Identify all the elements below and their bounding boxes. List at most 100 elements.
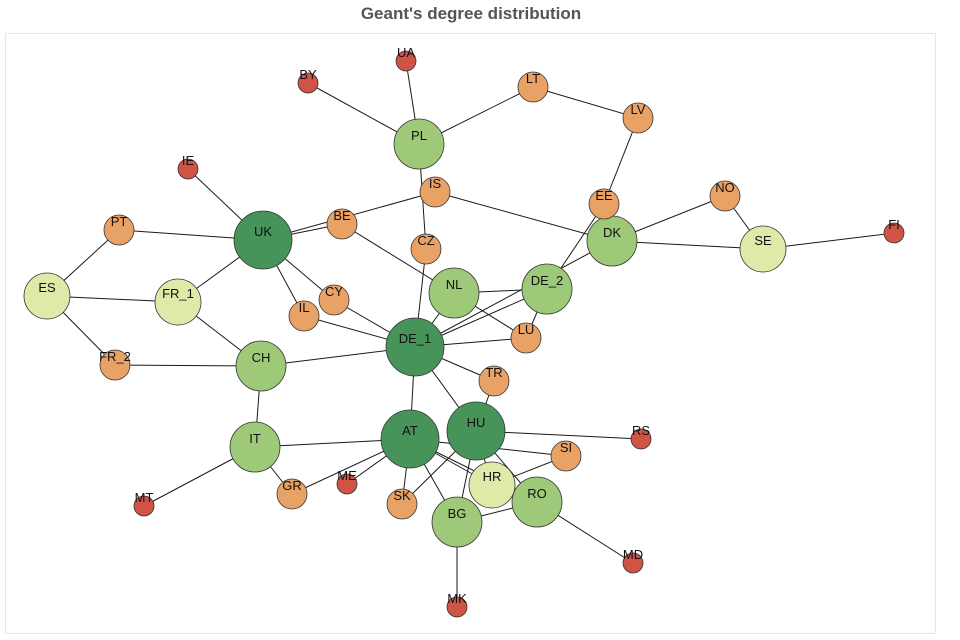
node-label: ME [337, 468, 357, 483]
node-circle [99, 349, 131, 381]
node-hr[interactable]: HR [468, 461, 516, 509]
node-circle [739, 225, 787, 273]
node-label: LT [526, 71, 540, 86]
node-es[interactable]: ES [23, 272, 71, 320]
node-si[interactable]: SI [550, 440, 582, 472]
node-circle [446, 596, 468, 618]
node-circle [588, 188, 620, 220]
node-se[interactable]: SE [739, 225, 787, 273]
node-label: UA [397, 45, 415, 60]
node-tr[interactable]: TR [478, 365, 510, 397]
node-de_2[interactable]: DE_2 [521, 263, 573, 315]
node-gr[interactable]: GR [276, 478, 308, 510]
node-circle [235, 340, 287, 392]
node-circle [883, 222, 905, 244]
node-dk[interactable]: DK [586, 215, 638, 267]
node-label: IL [299, 300, 310, 315]
node-label: IT [249, 431, 261, 446]
node-ch[interactable]: CH [235, 340, 287, 392]
node-circle [154, 278, 202, 326]
node-label: IE [182, 153, 195, 168]
node-label: HU [467, 415, 486, 430]
node-label: PT [111, 214, 128, 229]
node-circle [630, 428, 652, 450]
node-label: PL [411, 128, 427, 143]
node-nl[interactable]: NL [428, 267, 480, 319]
node-circle [622, 102, 654, 134]
node-label: AT [402, 423, 418, 438]
node-bg[interactable]: BG [431, 496, 483, 548]
node-fr_2[interactable]: FR_2 [99, 349, 131, 381]
node-lu[interactable]: LU [510, 322, 542, 354]
node-label: DE_1 [399, 331, 432, 346]
node-lv[interactable]: LV [622, 102, 654, 134]
node-cz[interactable]: CZ [410, 233, 442, 265]
node-label: LU [518, 322, 535, 337]
node-lt[interactable]: LT [517, 71, 549, 103]
node-label: CY [325, 284, 343, 299]
node-sk[interactable]: SK [386, 488, 418, 520]
node-label: MT [135, 490, 154, 505]
node-uk[interactable]: UK [233, 210, 293, 270]
node-no[interactable]: NO [709, 180, 741, 212]
node-circle [229, 421, 281, 473]
graph-panel [5, 33, 936, 634]
node-circle [468, 461, 516, 509]
node-label: CZ [417, 233, 434, 248]
node-is[interactable]: IS [419, 176, 451, 208]
node-label: NO [715, 180, 735, 195]
node-label: SK [393, 488, 411, 503]
node-il[interactable]: IL [288, 300, 320, 332]
node-label: GR [282, 478, 302, 493]
node-circle [622, 552, 644, 574]
node-circle [177, 158, 199, 180]
node-circle [419, 176, 451, 208]
node-pt[interactable]: PT [103, 214, 135, 246]
node-fi[interactable]: FI [883, 217, 905, 244]
node-circle [23, 272, 71, 320]
node-ee[interactable]: EE [588, 188, 620, 220]
node-pl[interactable]: PL [393, 118, 445, 170]
node-circle [521, 263, 573, 315]
node-circle [550, 440, 582, 472]
node-me[interactable]: ME [336, 468, 358, 495]
edge-lt-lv [532, 86, 639, 119]
node-circle [517, 71, 549, 103]
node-circle [336, 473, 358, 495]
node-circle [393, 118, 445, 170]
node-circle [380, 409, 440, 469]
node-label: FI [888, 217, 900, 232]
node-circle [233, 210, 293, 270]
node-label: CH [252, 350, 271, 365]
node-de_1[interactable]: DE_1 [385, 317, 445, 377]
node-at[interactable]: AT [380, 409, 440, 469]
node-ua[interactable]: UA [395, 45, 417, 72]
node-it[interactable]: IT [229, 421, 281, 473]
node-label: RO [527, 486, 547, 501]
node-ie[interactable]: IE [177, 153, 199, 180]
node-md[interactable]: MD [622, 547, 644, 574]
node-label: EE [595, 188, 613, 203]
node-ro[interactable]: RO [511, 476, 563, 528]
node-mk[interactable]: MK [446, 591, 468, 618]
node-label: UK [254, 224, 272, 239]
node-circle [288, 300, 320, 332]
node-label: DE_2 [531, 273, 564, 288]
node-mt[interactable]: MT [133, 490, 155, 517]
node-label: FR_2 [99, 349, 131, 364]
node-circle [410, 233, 442, 265]
node-label: BY [299, 67, 317, 82]
node-cy[interactable]: CY [318, 284, 350, 316]
node-circle [446, 401, 506, 461]
node-rs[interactable]: RS [630, 423, 652, 450]
node-be[interactable]: BE [326, 208, 358, 240]
node-fr_1[interactable]: FR_1 [154, 278, 202, 326]
node-hu[interactable]: HU [446, 401, 506, 461]
node-label: DK [603, 225, 621, 240]
node-circle [276, 478, 308, 510]
node-label: NL [446, 277, 463, 292]
node-circle [326, 208, 358, 240]
node-by[interactable]: BY [297, 67, 319, 94]
node-circle [318, 284, 350, 316]
